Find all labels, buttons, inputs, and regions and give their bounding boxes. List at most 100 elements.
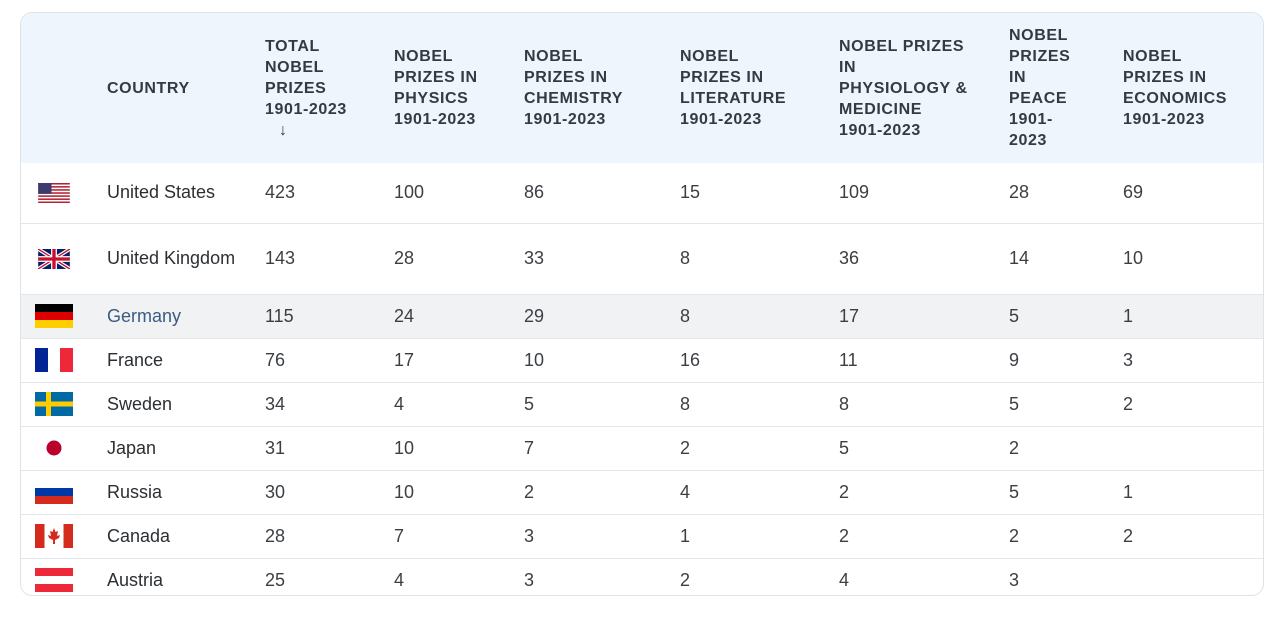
economics-column-header[interactable]: NOBEL PRIZES IN ECONOMICS 1901-2023 <box>1123 13 1263 163</box>
country-cell[interactable]: Germany <box>107 293 265 338</box>
chemistry-cell: 86 <box>524 182 545 203</box>
economics-cell: 1 <box>1123 469 1263 514</box>
country-cell[interactable]: Sweden <box>107 381 265 426</box>
peace-cell: 5 <box>1009 469 1123 514</box>
us-flag-icon <box>38 182 70 203</box>
physics-cell: 17 <box>394 337 524 382</box>
country-cell[interactable]: Japan <box>107 425 265 470</box>
sweden-flag-icon <box>35 392 73 416</box>
medicine-cell: 5 <box>839 425 1009 470</box>
table-row: Sweden 34 4 5 8 8 5 2 <box>21 381 1263 426</box>
table-row: Russia 30 10 2 4 2 5 1 <box>21 469 1263 514</box>
peace-cell: 14 <box>1009 222 1123 294</box>
physics-column-header[interactable]: NOBEL PRIZES IN PHYSICS 1901-2023 <box>394 13 524 163</box>
economics-cell: 3 <box>1123 337 1263 382</box>
medicine-column-header[interactable]: NOBEL PRIZES IN PHYSIOLOGY & MEDICINE 19… <box>839 13 1009 163</box>
economics-cell: 1 <box>1123 293 1263 338</box>
literature-column-header[interactable]: NOBEL PRIZES IN LITERATURE 1901-2023 <box>680 13 839 163</box>
flag-cell <box>21 557 107 595</box>
physics-cell: 28 <box>394 222 524 294</box>
flag-cell <box>21 222 107 294</box>
flag-cell <box>21 513 107 558</box>
medicine-cell: 17 <box>839 293 1009 338</box>
peace-cell: 3 <box>1009 557 1123 595</box>
flag-column-header <box>21 13 107 163</box>
physics-cell: 10 <box>394 469 524 514</box>
total-cell: 423 <box>265 182 296 203</box>
france-flag-icon <box>35 348 73 372</box>
chemistry-cell: 7 <box>524 425 680 470</box>
total-cell: 31 <box>265 425 394 470</box>
canada-flag-icon <box>35 524 73 548</box>
total-cell: 115 <box>265 293 394 338</box>
total-column-header[interactable]: TOTAL NOBEL PRIZES 1901-2023 ↓ <box>265 13 394 163</box>
economics-cell: 10 <box>1123 222 1263 294</box>
country-column-header[interactable]: COUNTRY <box>107 13 265 163</box>
literature-cell: 4 <box>680 469 839 514</box>
total-cell: 28 <box>265 513 394 558</box>
peace-cell: 2 <box>1009 513 1123 558</box>
uk-flag-icon <box>37 248 71 269</box>
japan-flag-icon <box>35 436 73 460</box>
chemistry-cell: 3 <box>524 513 680 558</box>
nobel-prizes-table: COUNTRY TOTAL NOBEL PRIZES 1901-2023 ↓ NO… <box>21 13 1263 595</box>
literature-cell: 1 <box>680 513 839 558</box>
nobel-prizes-table-card: COUNTRY TOTAL NOBEL PRIZES 1901-2023 ↓ NO… <box>20 12 1264 596</box>
medicine-cell: 2 <box>839 513 1009 558</box>
medicine-cell: 11 <box>839 337 1009 382</box>
physics-cell: 7 <box>394 513 524 558</box>
physics-cell: 100 <box>394 182 425 203</box>
table-row: Austria 25 4 3 2 4 3 <box>21 557 1263 595</box>
economics-cell: 69 <box>1123 182 1144 203</box>
literature-cell: 8 <box>680 222 839 294</box>
peace-cell: 9 <box>1009 337 1123 382</box>
peace-column-header[interactable]: NOBEL PRIZES IN PEACE 1901-2023 <box>1009 13 1123 163</box>
country-cell[interactable]: Russia <box>107 469 265 514</box>
peace-cell: 2 <box>1009 425 1123 470</box>
economics-header-label: NOBEL PRIZES IN ECONOMICS 1901-2023 <box>1123 48 1228 128</box>
germany-flag-icon <box>35 304 73 328</box>
flag-cell <box>21 337 107 382</box>
literature-cell: 8 <box>680 293 839 338</box>
economics-cell <box>1123 425 1263 470</box>
literature-cell: 16 <box>680 337 839 382</box>
flag-cell <box>21 163 107 223</box>
literature-header-label: NOBEL PRIZES IN LITERATURE 1901-2023 <box>680 48 787 128</box>
medicine-header-label: NOBEL PRIZES IN PHYSIOLOGY & MEDICINE 19… <box>839 37 968 139</box>
flag-cell <box>21 293 107 338</box>
table-row: Japan 31 10 7 2 5 2 <box>21 425 1263 470</box>
physics-cell: 4 <box>394 381 524 426</box>
physics-header-label: NOBEL PRIZES IN PHYSICS 1901-2023 <box>394 48 478 128</box>
peace-header-label: NOBEL PRIZES IN PEACE 1901-2023 <box>1009 27 1071 149</box>
country-cell[interactable]: France <box>107 337 265 382</box>
total-cell: 76 <box>265 337 394 382</box>
chemistry-cell: 3 <box>524 557 680 595</box>
literature-cell: 2 <box>680 557 839 595</box>
chemistry-cell: 5 <box>524 381 680 426</box>
total-cell: 34 <box>265 381 394 426</box>
country-cell[interactable]: United Kingdom <box>107 222 265 294</box>
economics-cell: 2 <box>1123 381 1263 426</box>
physics-cell: 24 <box>394 293 524 338</box>
country-cell[interactable]: Austria <box>107 557 265 595</box>
peace-cell: 5 <box>1009 293 1123 338</box>
arrow-down-icon[interactable]: ↓ <box>279 121 288 139</box>
chemistry-cell: 33 <box>524 222 680 294</box>
medicine-cell: 109 <box>839 182 870 203</box>
peace-cell: 28 <box>1009 182 1030 203</box>
flag-cell <box>21 469 107 514</box>
total-cell: 25 <box>265 557 394 595</box>
chemistry-column-header[interactable]: NOBEL PRIZES IN CHEMISTRY 1901-2023 <box>524 13 680 163</box>
table-row: Canada 28 7 3 1 2 2 2 <box>21 513 1263 558</box>
table-row: United States 423 100 86 15 109 28 69 <box>21 163 1263 223</box>
flag-cell <box>21 425 107 470</box>
physics-cell: 10 <box>394 425 524 470</box>
literature-cell: 8 <box>680 381 839 426</box>
total-header-label: TOTAL NOBEL PRIZES 1901-2023 <box>265 37 347 118</box>
country-header-label: COUNTRY <box>107 79 190 97</box>
total-cell: 30 <box>265 469 394 514</box>
chemistry-header-label: NOBEL PRIZES IN CHEMISTRY 1901-2023 <box>524 48 623 128</box>
country-cell[interactable]: Canada <box>107 513 265 558</box>
chemistry-cell: 29 <box>524 293 680 338</box>
country-cell[interactable]: United States <box>107 182 216 203</box>
